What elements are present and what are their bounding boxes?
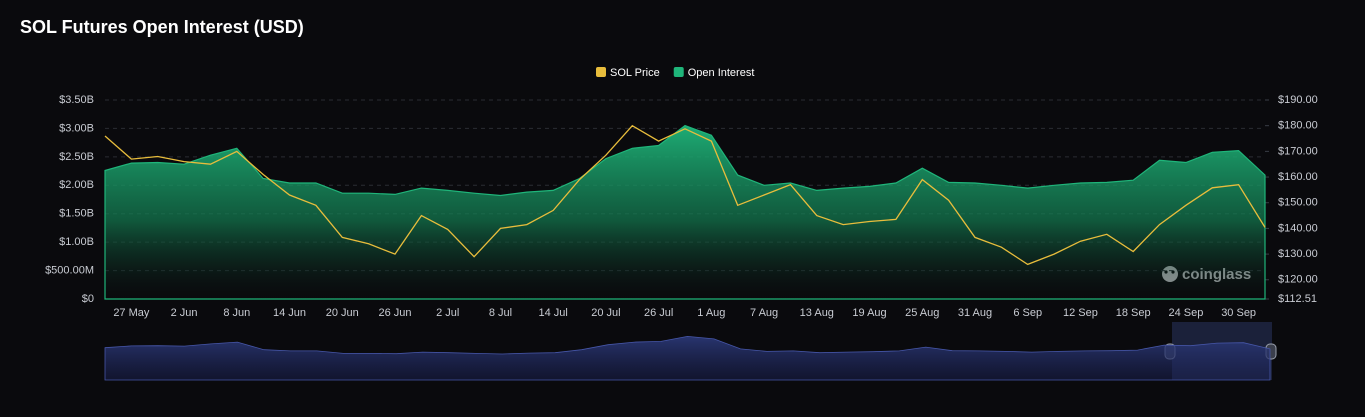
legend-swatch bbox=[673, 67, 684, 77]
y-tick-label: $2.00B bbox=[59, 179, 94, 191]
legend-label: Open Interest bbox=[688, 67, 755, 79]
y-tick-label: $0 bbox=[82, 293, 94, 305]
x-tick-label: 19 Aug bbox=[852, 307, 886, 319]
x-tick-label: 12 Sep bbox=[1063, 307, 1098, 319]
y2-tick-label: $140.00 bbox=[1278, 222, 1318, 234]
x-tick-label: 1 Aug bbox=[697, 307, 725, 319]
x-tick-label: 8 Jul bbox=[489, 307, 512, 319]
x-tick-label: 14 Jun bbox=[273, 307, 306, 319]
x-tick-label: 18 Sep bbox=[1116, 307, 1151, 319]
x-tick-label: 26 Jul bbox=[644, 307, 673, 319]
x-tick-label: 2 Jul bbox=[436, 307, 459, 319]
y2-tick-label: $180.00 bbox=[1278, 120, 1318, 132]
x-tick-label: 24 Sep bbox=[1168, 307, 1203, 319]
x-tick-label: 26 Jun bbox=[378, 307, 411, 319]
x-tick-label: 6 Sep bbox=[1013, 307, 1042, 319]
x-tick-label: 25 Aug bbox=[905, 307, 939, 319]
y2-tick-label: $190.00 bbox=[1278, 94, 1318, 106]
y2-tick-label: $150.00 bbox=[1278, 197, 1318, 209]
y2-tick-label: $160.00 bbox=[1278, 171, 1318, 183]
x-tick-label: 2 Jun bbox=[171, 307, 198, 319]
x-tick-label: 14 Jul bbox=[539, 307, 568, 319]
x-tick-label: 7 Aug bbox=[750, 307, 778, 319]
x-tick-label: 31 Aug bbox=[958, 307, 992, 319]
y-tick-label: $1.50B bbox=[59, 208, 94, 220]
open-interest-area bbox=[104, 124, 1266, 300]
legend-label: SOL Price bbox=[610, 67, 660, 79]
x-tick-label: 30 Sep bbox=[1221, 307, 1256, 319]
x-tick-label: 20 Jul bbox=[591, 307, 620, 319]
y2-tick-label: $112.51 bbox=[1278, 293, 1317, 305]
legend-swatch bbox=[596, 67, 606, 77]
x-tick-label: 27 May bbox=[113, 307, 150, 319]
legend: SOL Price Open Interest bbox=[596, 67, 754, 79]
y-tick-label: $1.00B bbox=[59, 236, 94, 248]
x-tick-label: 13 Aug bbox=[800, 307, 834, 319]
y-tick-label: $3.50B bbox=[59, 94, 94, 106]
y2-tick-label: $170.00 bbox=[1278, 145, 1318, 157]
y-tick-label: $2.50B bbox=[59, 151, 94, 163]
y2-tick-label: $130.00 bbox=[1278, 248, 1318, 260]
y-tick-label: $3.00B bbox=[59, 122, 94, 134]
chart-title: SOL Futures Open Interest (USD) bbox=[20, 17, 304, 37]
x-tick-label: 8 Jun bbox=[223, 307, 250, 319]
navigator-area bbox=[104, 335, 1271, 381]
y2-tick-label: $120.00 bbox=[1278, 274, 1318, 286]
x-tick-label: 20 Jun bbox=[326, 307, 359, 319]
price-line bbox=[104, 124, 1266, 266]
y-tick-label: $500.00M bbox=[45, 264, 94, 276]
